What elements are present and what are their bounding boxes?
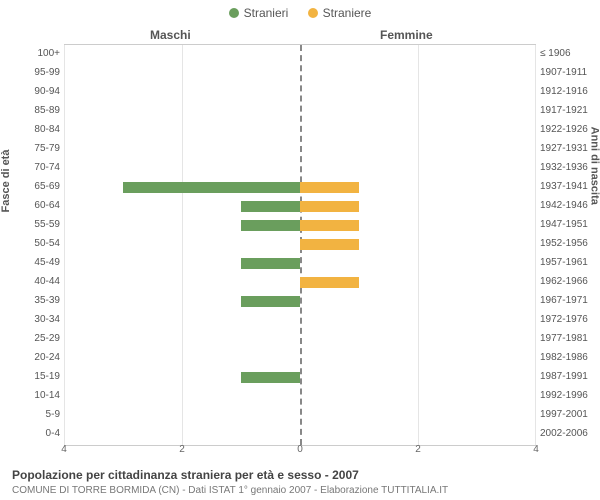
y-label-age: 60-64 [4,196,60,215]
y-label-birth: 1912-1916 [540,82,596,101]
bar-female [300,220,359,231]
y-label-age: 90-94 [4,82,60,101]
legend-male-swatch [229,8,239,18]
legend-male: Stranieri [229,6,289,20]
bar-female [300,201,359,212]
pyramid-row [64,121,536,140]
pyramid-row [64,273,536,292]
y-label-birth: 1917-1921 [540,101,596,120]
y-label-age: 0-4 [4,424,60,443]
y-label-birth: 1992-1996 [540,386,596,405]
pyramid-row [64,102,536,121]
bar-male [241,201,300,212]
column-title-left: Maschi [150,28,191,42]
pyramid-row [64,349,536,368]
bar-female [300,277,359,288]
pyramid-row [64,235,536,254]
y-label-birth: ≤ 1906 [540,44,596,63]
chart-subtitle: COMUNE DI TORRE BORMIDA (CN) - Dati ISTA… [12,485,448,496]
y-label-birth: 1922-1926 [540,120,596,139]
pyramid-row [64,140,536,159]
y-label-birth: 1937-1941 [540,177,596,196]
column-title-right: Femmine [380,28,433,42]
x-tick-label: 4 [61,444,67,455]
pyramid-row [64,254,536,273]
y-label-age: 15-19 [4,367,60,386]
legend-female-swatch [308,8,318,18]
y-label-age: 65-69 [4,177,60,196]
pyramid-row [64,178,536,197]
y-label-birth: 1907-1911 [540,63,596,82]
y-label-age: 10-14 [4,386,60,405]
x-tick-label: 2 [415,444,421,455]
plot-area [64,44,536,446]
y-label-birth: 1977-1981 [540,329,596,348]
y-label-age: 20-24 [4,348,60,367]
y-label-age: 40-44 [4,272,60,291]
y-label-age: 95-99 [4,63,60,82]
y-label-birth: 1987-1991 [540,367,596,386]
y-label-birth: 2002-2006 [540,424,596,443]
pyramid-row [64,406,536,425]
y-label-age: 85-89 [4,101,60,120]
y-label-birth: 1982-1986 [540,348,596,367]
bar-female [300,239,359,250]
y-label-age: 100+ [4,44,60,63]
bar-female [300,182,359,193]
pyramid-row [64,330,536,349]
pyramid-row [64,216,536,235]
pyramid-row [64,64,536,83]
bar-male [241,296,300,307]
y-label-age: 35-39 [4,291,60,310]
y-label-age: 80-84 [4,120,60,139]
y-label-birth: 1932-1936 [540,158,596,177]
pyramid-row [64,197,536,216]
legend: Stranieri Straniere [0,6,600,21]
x-tick-label: 2 [179,444,185,455]
bar-male [241,372,300,383]
pyramid-row [64,368,536,387]
legend-female: Straniere [308,6,372,20]
y-label-birth: 1952-1956 [540,234,596,253]
bar-male [123,182,300,193]
pyramid-row [64,311,536,330]
bar-male [241,258,300,269]
y-label-birth: 1967-1971 [540,291,596,310]
y-label-age: 45-49 [4,253,60,272]
pyramid-row [64,425,536,444]
y-label-age: 70-74 [4,158,60,177]
pyramid-row [64,83,536,102]
x-tick-label: 4 [533,444,539,455]
pyramid-row [64,387,536,406]
y-label-age: 25-29 [4,329,60,348]
y-label-birth: 1997-2001 [540,405,596,424]
pyramid-row [64,292,536,311]
pyramid-row [64,45,536,64]
y-label-birth: 1942-1946 [540,196,596,215]
legend-male-label: Stranieri [244,6,289,20]
y-label-birth: 1927-1931 [540,139,596,158]
y-label-birth: 1957-1961 [540,253,596,272]
y-label-age: 50-54 [4,234,60,253]
population-pyramid-chart: Stranieri Straniere Maschi Femmine Fasce… [0,0,600,500]
y-label-age: 5-9 [4,405,60,424]
y-label-age: 55-59 [4,215,60,234]
y-label-age: 30-34 [4,310,60,329]
y-label-age: 75-79 [4,139,60,158]
bar-male [241,220,300,231]
legend-female-label: Straniere [323,6,372,20]
x-tick-label: 0 [297,444,303,455]
y-label-birth: 1972-1976 [540,310,596,329]
chart-title: Popolazione per cittadinanza straniera p… [12,468,359,482]
y-label-birth: 1962-1966 [540,272,596,291]
pyramid-row [64,159,536,178]
y-label-birth: 1947-1951 [540,215,596,234]
